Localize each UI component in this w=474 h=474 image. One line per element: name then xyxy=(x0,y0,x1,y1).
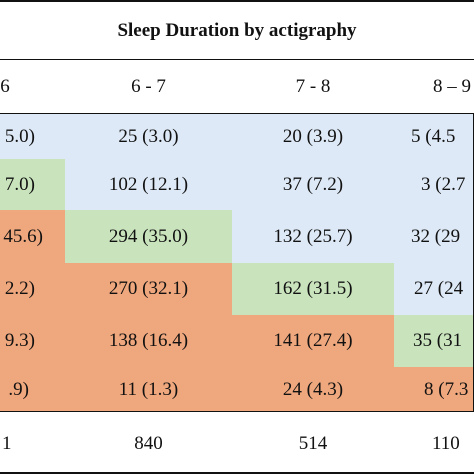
table-cell: 37 (7.2) xyxy=(232,159,394,210)
table-cell: 11 (1.3) xyxy=(65,367,232,412)
table-cell: 8 (7.3 xyxy=(394,367,474,412)
table-cell: 9.3) xyxy=(0,315,65,367)
title-underline xyxy=(0,59,474,60)
column-header: 7 - 8 xyxy=(295,76,331,97)
table-cell: 24 (4.3) xyxy=(232,367,394,412)
total-cell: 110 xyxy=(432,433,460,454)
header-rule xyxy=(0,113,474,114)
table-cell: 2.2) xyxy=(0,263,65,315)
table-cell: 5.0) xyxy=(0,114,65,159)
table-top-rule xyxy=(0,0,474,2)
column-header: 6 - 7 xyxy=(131,76,166,97)
row-divider xyxy=(0,411,474,412)
table-cell: 20 (3.9) xyxy=(232,114,394,159)
table-cell: 25 (3.0) xyxy=(65,114,232,159)
table-cell: 132 (25.7) xyxy=(232,210,394,263)
table-cell: 5 (4.5 xyxy=(394,114,474,159)
table-cell: 7.0) xyxy=(0,159,65,210)
table-cell: 32 (29 xyxy=(394,210,474,263)
table-title: Sleep Duration by actigraphy xyxy=(117,20,357,41)
column-header: 6 xyxy=(0,76,10,97)
table-cell: 141 (27.4) xyxy=(232,315,394,367)
table-cell: 162 (31.5) xyxy=(232,263,394,315)
total-cell: 840 xyxy=(134,433,163,454)
total-cell: 1 xyxy=(2,433,12,454)
table-cell: 45.6) xyxy=(0,210,65,263)
table-cell: 270 (32.1) xyxy=(65,263,232,315)
table-cell: 35 (31 xyxy=(394,315,474,367)
table-cell: .9) xyxy=(0,367,65,412)
table-cell: 102 (12.1) xyxy=(65,159,232,210)
column-header: 8 – 9 xyxy=(433,76,471,97)
table-cell: 27 (24 xyxy=(394,263,474,315)
table-bottom-rule xyxy=(0,472,474,474)
table-cell: 138 (16.4) xyxy=(65,315,232,367)
table-cell: 3 (2.7 xyxy=(394,159,474,210)
total-cell: 514 xyxy=(298,433,328,454)
table-cell: 294 (35.0) xyxy=(65,210,232,263)
